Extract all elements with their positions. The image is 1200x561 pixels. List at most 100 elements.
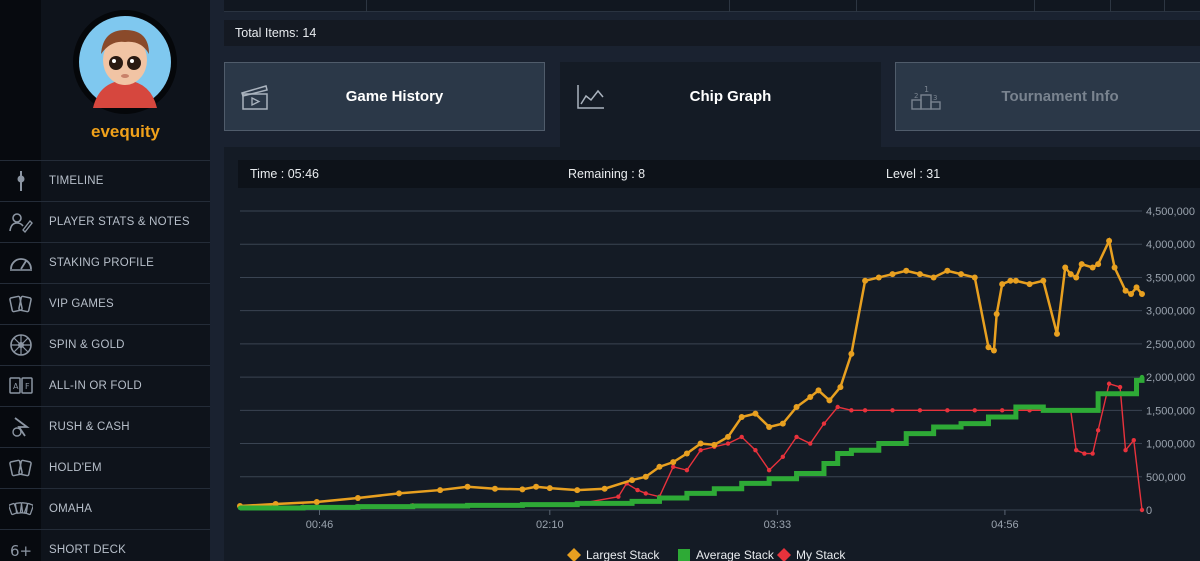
svg-text:F: F (25, 382, 30, 391)
y-tick-label: 3,500,000 (1146, 272, 1195, 284)
point-my-stack (670, 464, 676, 470)
point-largest-stack (862, 277, 869, 284)
point-largest-stack (971, 274, 978, 281)
avatar[interactable] (73, 10, 177, 114)
point-my-stack (1131, 438, 1136, 443)
point-largest-stack (533, 483, 540, 490)
point-largest-stack (1067, 271, 1074, 278)
point-my-stack (808, 441, 813, 446)
point-largest-stack (697, 440, 704, 447)
point-average-stack (766, 476, 772, 481)
point-my-stack (972, 408, 977, 413)
point-average-stack (904, 431, 909, 436)
point-average-stack (876, 441, 882, 446)
wheel-icon (0, 325, 41, 365)
point-largest-stack (464, 483, 471, 490)
point-largest-stack (1095, 261, 1102, 268)
point-largest-stack (491, 485, 498, 492)
sidebar-item-label: TIMELINE (49, 175, 104, 187)
point-largest-stack (313, 499, 320, 506)
point-largest-stack (889, 271, 896, 278)
chip-graph-chart: 0 500,000 1,000,000 1,500,000 2,000,000 2,500… (237, 206, 1195, 561)
point-largest-stack (437, 487, 444, 494)
time-label: Time : 05:46 (250, 167, 320, 181)
x-tick-label: 02:10 (536, 519, 564, 531)
table-header-strip (224, 0, 1200, 12)
sidebar-item-vip-games[interactable]: VIP GAMES (0, 283, 210, 324)
y-tick-label: 4,000,000 (1146, 239, 1195, 251)
point-average-stack (355, 504, 361, 509)
point-average-stack (794, 471, 799, 476)
sidebar-item-short-deck[interactable]: 6+ SHORT DECK (0, 529, 210, 561)
timeline-icon (0, 161, 41, 201)
tab-game-history[interactable]: Game History (224, 62, 545, 131)
point-largest-stack (815, 387, 822, 394)
point-largest-stack (993, 310, 1000, 317)
sidebar-item-spin-gold[interactable]: SPIN & GOLD (0, 324, 210, 365)
point-my-stack (917, 408, 923, 413)
point-largest-stack (354, 495, 361, 502)
sidebar-item-label: HOLD'EM (49, 462, 102, 474)
sidebar-item-timeline[interactable]: TIMELINE (0, 160, 210, 201)
point-my-stack (821, 421, 827, 426)
point-largest-stack (807, 394, 814, 401)
point-largest-stack (916, 271, 923, 278)
sidebar-item-label: RUSH & CASH (49, 421, 130, 433)
point-average-stack (1084, 408, 1090, 413)
point-largest-stack (766, 423, 773, 430)
point-average-stack (657, 495, 662, 501)
point-largest-stack (519, 486, 526, 493)
legend-label: Average Stack (696, 548, 775, 561)
sidebar-item-holdem[interactable]: HOLD'EM (0, 447, 210, 488)
point-my-stack (616, 494, 621, 499)
point-largest-stack (601, 485, 608, 492)
point-my-stack (862, 408, 868, 413)
point-my-stack (1095, 428, 1101, 433)
tab-label: Tournament Info (1001, 88, 1119, 105)
sidebar-item-player-stats[interactable]: PLAYER STATS & NOTES (0, 201, 210, 242)
legend-marker (567, 548, 581, 561)
point-largest-stack (1054, 330, 1061, 337)
point-my-stack (999, 408, 1005, 413)
sidebar-item-omaha[interactable]: OMAHA (0, 488, 210, 529)
point-my-stack (739, 434, 744, 440)
point-largest-stack (1012, 277, 1019, 284)
total-items-bar: Total Items: 14 (224, 20, 1200, 46)
svg-text:3: 3 (933, 94, 937, 102)
cards-icon (0, 284, 41, 324)
point-largest-stack (574, 487, 581, 494)
point-largest-stack (793, 404, 800, 411)
point-my-stack (725, 441, 731, 446)
sidebar-item-staking-profile[interactable]: STAKING PROFILE (0, 242, 210, 283)
legend-marker (678, 549, 690, 561)
svg-text:1: 1 (924, 85, 929, 94)
omaha-icon (0, 489, 41, 529)
point-largest-stack (1133, 284, 1140, 291)
point-largest-stack (683, 450, 690, 457)
total-items-label: Total Items: 14 (235, 26, 317, 40)
tournament-status-bar: Time : 05:46 Remaining : 8 Level : 31 (238, 160, 1200, 188)
point-average-stack (629, 499, 635, 504)
point-average-stack (849, 448, 854, 453)
y-tick-label: 2,000,000 (1146, 372, 1195, 384)
svg-text:2: 2 (914, 92, 918, 100)
line-chart-icon (561, 83, 621, 111)
main-content: Total Items: 14 Game History Chip Graph … (210, 0, 1200, 561)
notes-icon (0, 202, 41, 242)
point-average-stack (712, 486, 717, 491)
sidebar: evequity TIMELINE PLAYER STATS & NOTES S… (0, 0, 210, 561)
point-my-stack (643, 491, 648, 496)
sidebar-item-label: OMAHA (49, 503, 93, 515)
point-largest-stack (1007, 277, 1014, 284)
point-average-stack (821, 461, 827, 466)
tab-chip-graph[interactable]: Chip Graph (560, 62, 881, 147)
point-my-stack (1117, 384, 1123, 390)
sidebar-menu: TIMELINE PLAYER STATS & NOTES STAKING PR… (0, 160, 210, 561)
username: evequity (91, 122, 160, 141)
sidebar-item-label: STAKING PROFILE (49, 257, 155, 269)
point-largest-stack (848, 350, 855, 357)
point-largest-stack (1089, 264, 1096, 271)
sidebar-item-rush-cash[interactable]: RUSH & CASH (0, 406, 210, 447)
